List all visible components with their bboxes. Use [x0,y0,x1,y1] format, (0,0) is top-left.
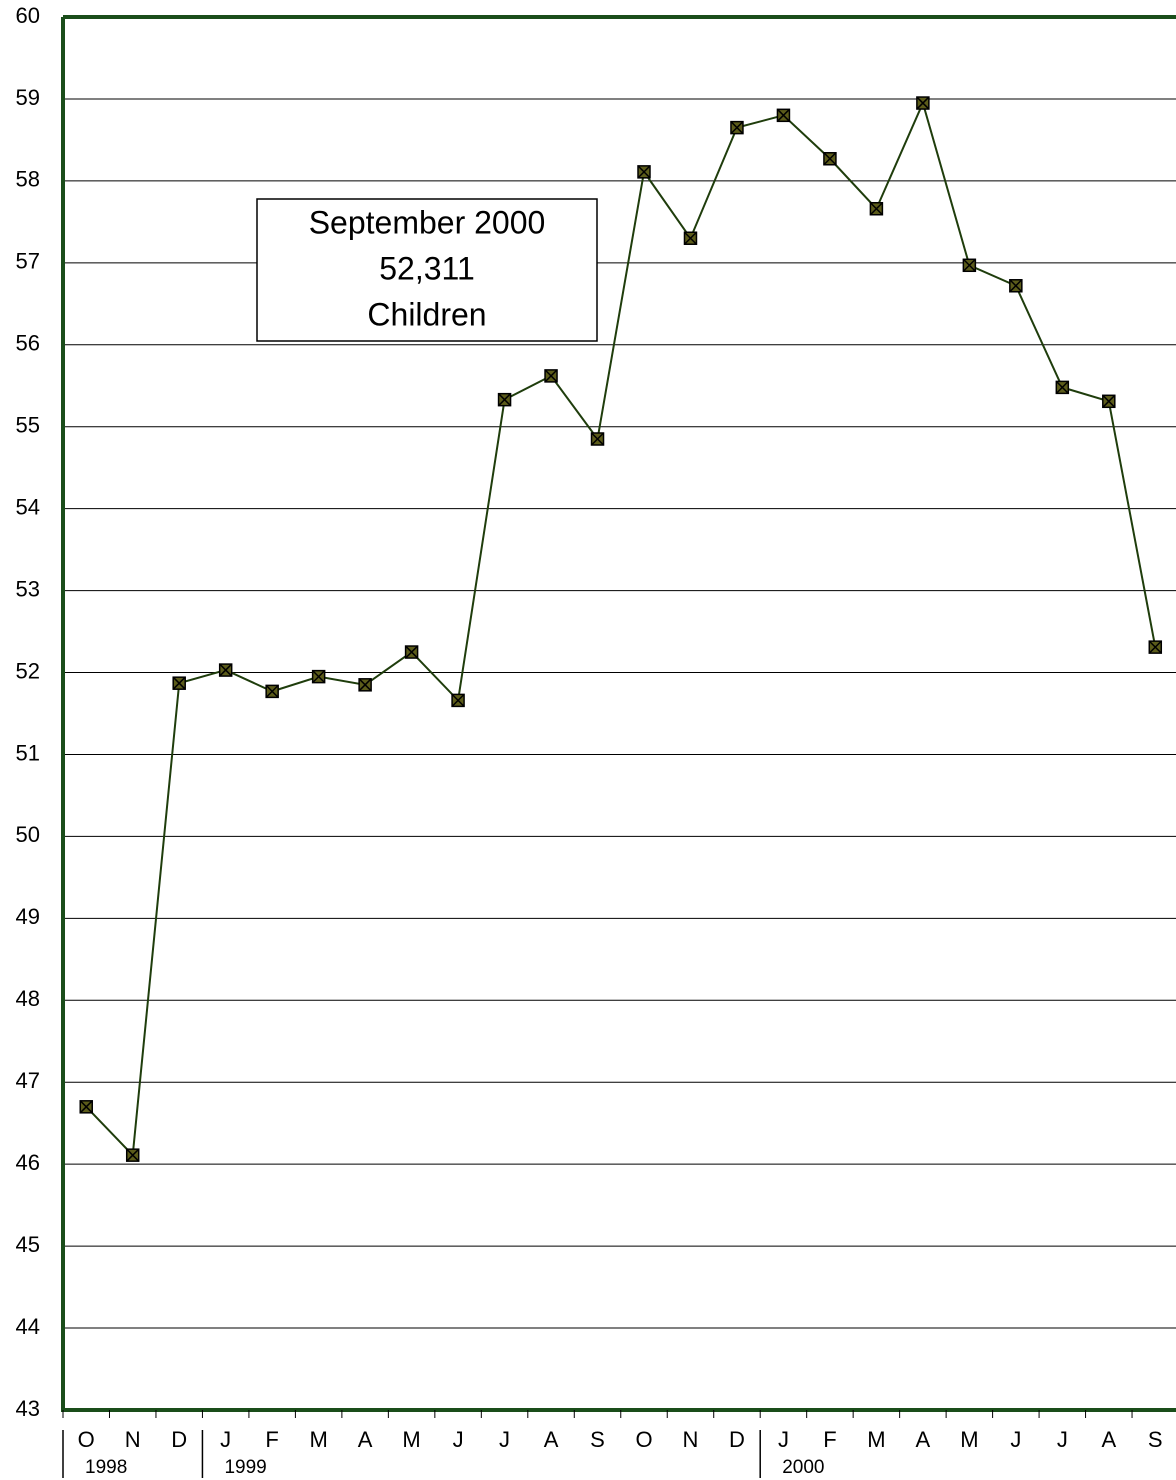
x-tick-label: S [1148,1427,1163,1452]
x-tick-label: O [635,1427,652,1452]
marker-cross [498,393,512,407]
marker-cross [219,663,233,677]
y-tick-label: 46 [16,1150,40,1175]
x-tick-label: D [171,1427,187,1452]
marker-cross [823,152,837,166]
x-tick-label: A [916,1427,931,1452]
x-tick-label: M [402,1427,420,1452]
marker-cross [916,96,930,110]
x-tick-label: F [823,1427,836,1452]
data-point [1055,380,1070,395]
data-point [311,669,326,684]
y-tick-label: 44 [16,1314,40,1339]
marker-cross [544,369,558,383]
marker-cross [172,676,186,690]
data-point [451,693,465,708]
data-point [776,108,791,123]
data-point [265,684,279,699]
marker-cross [637,165,651,179]
y-tick-label: 45 [16,1232,40,1257]
data-point [823,152,837,166]
data-line [85,100,1157,1158]
marker-cross [1055,380,1069,394]
marker-cross [1102,394,1116,408]
y-tick-label: 56 [16,331,40,356]
annotation-text: Children [367,296,486,332]
marker-cross [405,645,419,659]
y-tick-label: 55 [16,413,40,438]
marker-cross [451,693,465,707]
data-point [916,96,930,110]
y-tick-label: 50 [16,822,40,847]
marker-cross [126,1148,140,1162]
x-tick-label: J [453,1427,464,1452]
x-tick-label: S [590,1427,605,1452]
y-tick-label: 51 [16,740,40,765]
x-tick-label: N [683,1427,699,1452]
data-point [497,392,512,407]
y-tick-label: 59 [16,85,40,110]
marker-cross [1009,279,1023,293]
x-tick-label: N [125,1427,141,1452]
annotation-box [256,198,598,342]
y-tick-label: 48 [16,986,40,1011]
year-label: 1998 [85,1457,127,1478]
x-tick-label: J [778,1427,789,1452]
data-point [358,678,372,692]
x-tick-label: M [960,1427,978,1452]
x-tick-label: A [358,1427,373,1452]
marker-cross [358,678,372,692]
x-tick-label: A [1101,1427,1116,1452]
y-tick-label: 49 [16,904,40,929]
data-point [544,369,558,383]
x-tick-label: O [78,1427,95,1452]
marker-cross [590,432,605,446]
marker-cross [869,202,883,216]
annotation-text: September 2000 [309,204,546,240]
marker-cross [312,670,326,684]
x-tick-label: J [1010,1427,1021,1452]
y-tick-label: 47 [16,1068,40,1093]
data-point [1009,279,1023,293]
x-tick-label: D [729,1427,745,1452]
marker-cross [265,684,279,698]
x-tick-label: J [1057,1427,1068,1452]
marker-cross [962,258,976,272]
data-point [590,432,605,446]
x-tick-label: M [867,1427,885,1452]
y-tick-label: 53 [16,576,40,601]
marker-cross [776,108,790,122]
year-label: 2000 [782,1457,824,1478]
x-tick-label: M [309,1427,327,1452]
data-point [125,1148,140,1162]
x-tick-label: J [499,1427,510,1452]
x-tick-label: J [220,1427,231,1452]
data-point [218,663,233,677]
data-point [730,120,744,135]
y-tick-label: 54 [16,494,40,519]
data-point [404,645,419,659]
x-tick-label: F [265,1427,278,1452]
data-point [172,676,186,690]
data-point [962,258,977,273]
y-tick-label: 58 [16,167,40,192]
x-tick-label: A [544,1427,559,1452]
data-point [1148,640,1163,654]
marker-cross [730,121,744,135]
y-tick-label: 57 [16,249,40,274]
data-point [637,165,651,179]
year-label: 1999 [224,1457,266,1478]
y-tick-label: 60 [16,3,40,28]
data-point [683,231,698,245]
data-point [869,201,884,216]
y-tick-label: 43 [16,1396,40,1421]
marker-cross [1148,640,1162,654]
marker-cross [683,231,698,245]
data-point [1102,394,1116,409]
y-tick-label: 52 [16,658,40,683]
annotation-text: 52,311 [379,250,475,286]
data-point [79,1100,93,1114]
marker-cross [79,1100,93,1114]
